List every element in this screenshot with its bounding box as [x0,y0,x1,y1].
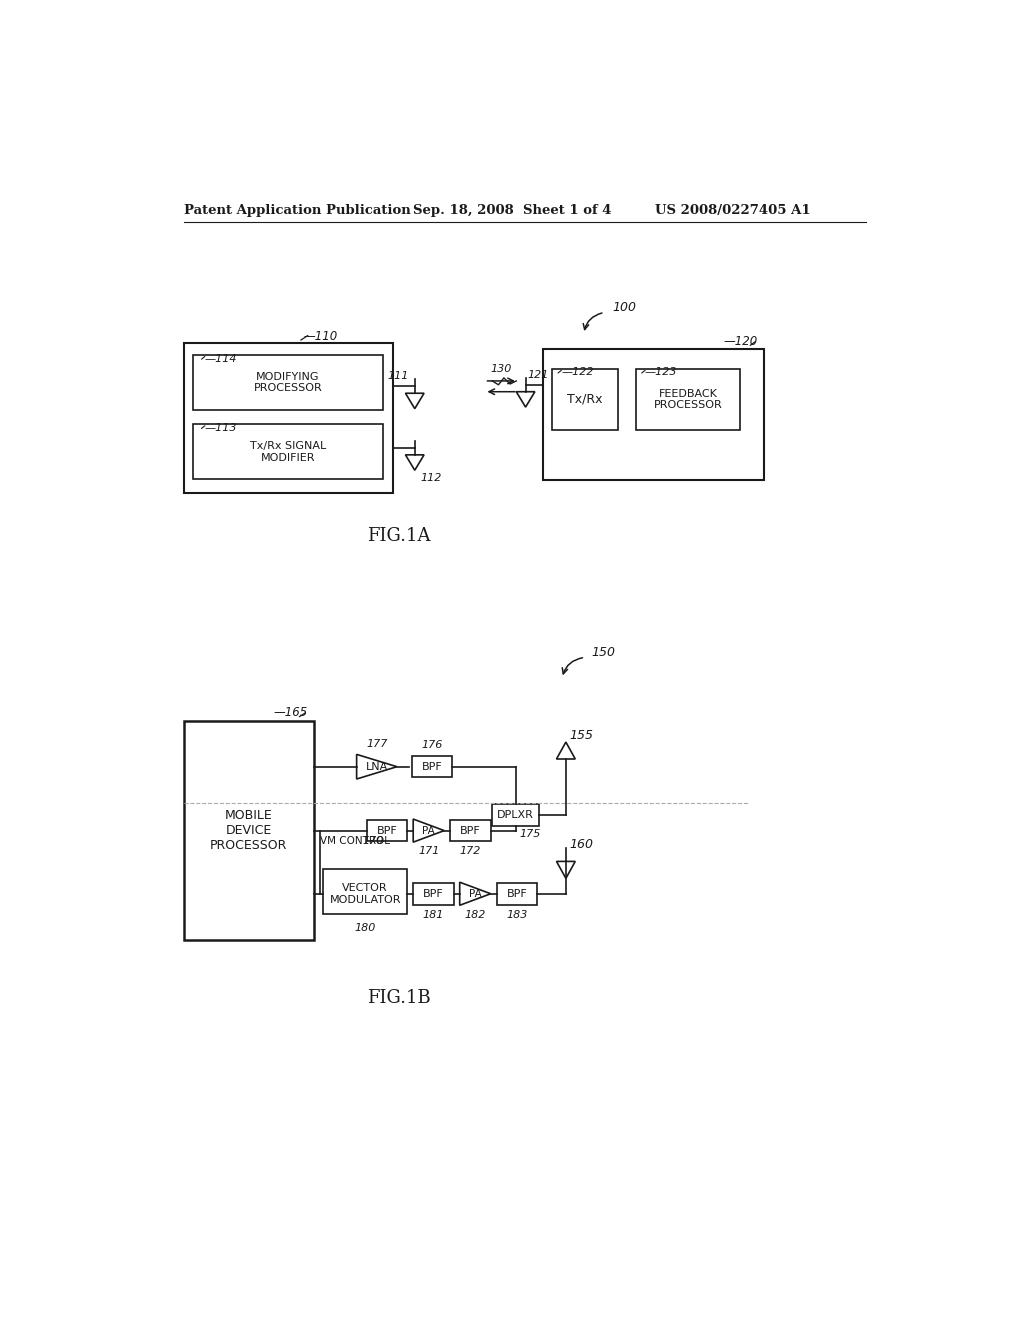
Text: PA: PA [422,825,435,836]
Text: VM CONTROL: VM CONTROL [321,837,390,846]
Text: Tx/Rx SIGNAL
MODIFIER: Tx/Rx SIGNAL MODIFIER [250,441,327,462]
Text: 183: 183 [506,911,527,920]
Text: BPF: BPF [460,825,481,836]
Text: 177: 177 [367,739,387,748]
Text: 181: 181 [423,911,444,920]
Text: 121: 121 [527,370,549,380]
Text: 112: 112 [421,473,442,483]
Text: —123: —123 [645,367,678,378]
Bar [552,368,617,430]
Text: —113: —113 [205,422,238,433]
Text: BPF: BPF [422,762,442,772]
Bar [497,883,538,904]
Text: 150: 150 [592,647,615,659]
Bar [194,424,383,479]
Bar [636,368,740,430]
Text: 176: 176 [421,741,442,750]
Bar [367,820,407,841]
Text: 175: 175 [519,829,541,838]
Text: 180: 180 [354,924,376,933]
Text: VECTOR
MODULATOR: VECTOR MODULATOR [330,883,401,904]
Bar [412,756,452,777]
Text: 130: 130 [490,364,512,375]
Text: 100: 100 [612,301,636,314]
Bar [451,820,490,841]
Bar [493,804,539,826]
Text: LNA: LNA [366,762,388,772]
Text: MOBILE
DEVICE
PROCESSOR: MOBILE DEVICE PROCESSOR [210,809,288,851]
Bar [414,883,454,904]
Text: 170: 170 [362,837,384,846]
Bar [183,721,314,940]
Text: BPF: BPF [507,888,527,899]
Text: 111: 111 [387,371,409,381]
Bar [324,869,407,913]
Text: DPLXR: DPLXR [497,810,534,820]
Text: —120: —120 [723,335,758,348]
Text: 155: 155 [569,730,594,742]
Text: —114: —114 [205,354,238,363]
Text: —110: —110 [304,330,338,343]
Text: BPF: BPF [423,888,443,899]
Text: 160: 160 [569,838,594,851]
Text: BPF: BPF [377,825,397,836]
Bar [194,355,383,411]
Text: FEEDBACK
PROCESSOR: FEEDBACK PROCESSOR [653,388,722,411]
Text: FIG.1B: FIG.1B [368,989,431,1007]
Text: Patent Application Publication: Patent Application Publication [183,205,411,218]
Text: US 2008/0227405 A1: US 2008/0227405 A1 [655,205,811,218]
Text: Sep. 18, 2008  Sheet 1 of 4: Sep. 18, 2008 Sheet 1 of 4 [414,205,611,218]
Text: —165: —165 [273,706,308,719]
Text: PA: PA [469,888,481,899]
Text: —122: —122 [561,367,594,378]
Text: FIG.1A: FIG.1A [368,527,431,545]
Bar [183,343,393,494]
Text: MODIFYING
PROCESSOR: MODIFYING PROCESSOR [254,372,323,393]
Text: Tx/Rx: Tx/Rx [567,393,602,407]
Text: 172: 172 [460,846,481,855]
Text: 182: 182 [465,909,485,920]
Bar [543,350,764,480]
Text: 171: 171 [418,846,439,857]
